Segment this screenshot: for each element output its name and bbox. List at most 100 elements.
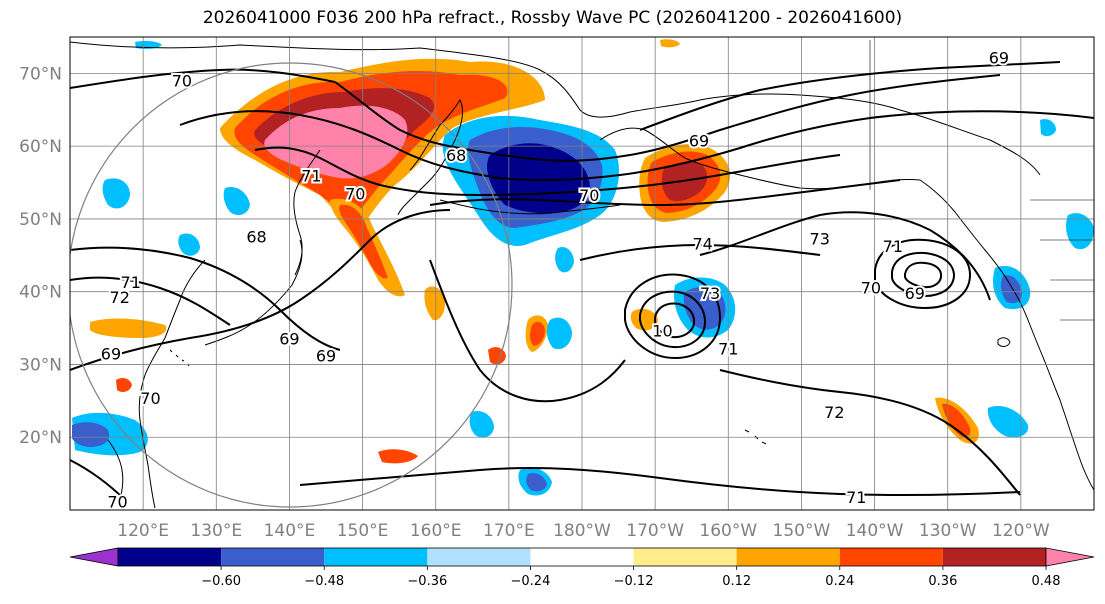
positive-anomaly-southern-tail-core	[339, 204, 388, 279]
contour-label: 73	[700, 284, 720, 303]
lon-label: 140°E	[264, 521, 316, 541]
contour-label: 70	[579, 186, 599, 205]
positive-anomaly-hawaii-south	[378, 449, 418, 464]
contour-label: 72	[110, 288, 130, 307]
colorbar-extend-high	[1045, 547, 1095, 567]
contour-line-north-ridge	[70, 68, 336, 89]
contour-label: 10	[652, 321, 672, 340]
contour-label: 70	[345, 184, 365, 203]
contour-line-trough-japan	[70, 246, 341, 351]
contour-label: 71	[846, 488, 866, 507]
coastline-small-islands	[997, 337, 1011, 347]
negative-anomaly-west-siberia-small	[102, 178, 130, 209]
colorbar-tick-label: −0.60	[201, 574, 241, 589]
lat-label: 40°N	[19, 283, 62, 303]
shading-layer	[72, 39, 1094, 496]
lat-label: 20°N	[19, 428, 62, 448]
lat-label: 60°N	[19, 137, 62, 157]
colorbar: −0.60 −0.48 −0.36 −0.24 −0.12 0.12 0.24 0.36 0.4…	[69, 547, 1095, 589]
colorbar-segment	[221, 548, 325, 566]
lat-label: 50°N	[19, 210, 62, 230]
lon-label: 150°W	[773, 521, 831, 541]
positive-anomaly-pink-kamchatka	[264, 105, 408, 179]
lon-label: 130°W	[919, 521, 977, 541]
contour-line-central-high-ring-3	[654, 302, 696, 339]
contour-line-subtropical	[70, 209, 451, 371]
contour-line-far-south	[299, 467, 1021, 497]
positive-anomaly-arctic-strip	[660, 39, 680, 48]
contour-line-jet-band-1	[179, 110, 1094, 182]
coastline-japan	[204, 239, 303, 346]
negative-anomaly-north-japan-small	[178, 233, 200, 256]
contour-label: 69	[689, 131, 709, 150]
negative-anomaly-central-pacific-small	[546, 317, 572, 350]
colorbar-tick-label: −0.36	[407, 574, 447, 589]
contour-label: 69	[905, 284, 925, 303]
contour-label: 68	[246, 227, 266, 246]
lon-label: 130°E	[190, 521, 242, 541]
lon-label: 160°E	[410, 521, 462, 541]
lon-label: 150°E	[337, 521, 389, 541]
negative-anomaly-south-china-sea-core	[72, 422, 110, 447]
contour-label: 71	[718, 339, 738, 358]
contour-label: 70	[172, 72, 192, 91]
colorbar-tick-label: 0.48	[1032, 574, 1061, 589]
colorbar-segment	[427, 548, 531, 566]
contour-label: 69	[101, 345, 121, 364]
lon-label: 180°W	[553, 521, 611, 541]
lat-label: 30°N	[19, 355, 62, 375]
negative-anomaly-tropical-mid-core	[526, 473, 547, 492]
colorbar-segment	[530, 548, 634, 566]
colorbar-extend-low	[69, 547, 119, 567]
negative-anomaly-bering-north-small	[1040, 119, 1056, 137]
map-frame	[69, 36, 1095, 511]
coastline-korea-china	[138, 259, 206, 509]
contour-label: 69	[316, 347, 336, 366]
contour-line-jet-band-3	[429, 179, 901, 207]
lon-label: 170°W	[626, 521, 684, 541]
contour-line-east-low-ring-3	[904, 261, 943, 289]
contour-line-alaska-north	[639, 61, 1061, 131]
colorbar-segment	[839, 548, 943, 566]
negative-anomaly-mid-pacific-small	[555, 246, 574, 273]
positive-anomaly-subtropical-east-core	[942, 403, 971, 438]
lat-label: 70°N	[19, 64, 62, 84]
great-circle-reference	[70, 62, 513, 508]
contour-label: 70	[107, 492, 127, 511]
contour-line-central-high-ring-1	[624, 273, 722, 360]
positive-anomaly-east-china-band	[90, 318, 167, 338]
contour-line-japan-2	[70, 276, 231, 326]
colorbar-segment	[324, 548, 428, 566]
contour-label: 71	[121, 273, 141, 292]
positive-anomaly-central-pacific-small-core	[529, 321, 545, 346]
positive-anomaly-central-pacific-small-2	[630, 308, 658, 331]
lon-label: 140°W	[846, 521, 904, 541]
colorbar-tick-label: −0.24	[511, 574, 551, 589]
contour-label: 70	[140, 389, 160, 408]
contour-line-central-high-ring-2	[639, 290, 707, 349]
graticule	[70, 37, 1094, 510]
contour-line-east-low-ring-1	[874, 238, 972, 310]
contour-label: 71	[301, 166, 321, 185]
coastline-borders	[869, 40, 1094, 321]
contour-label: 69	[279, 329, 299, 348]
coastline-aleutians	[439, 199, 621, 215]
lon-label: 170°E	[483, 521, 535, 541]
negative-anomaly-western-trop	[469, 410, 494, 438]
colorbar-segment	[942, 548, 1046, 566]
map-title: 2026041000 F036 200 hPa refract., Rossby…	[202, 8, 903, 28]
colorbar-tick-label: −0.12	[614, 574, 654, 589]
contour-label: 73	[810, 230, 830, 249]
contour-label: 74	[693, 235, 713, 254]
positive-anomaly-taiwan-small	[116, 377, 132, 393]
latitude-labels: 70°N 60°N 50°N 40°N 30°N 20°N	[19, 64, 62, 448]
coastline-north-america	[919, 179, 1094, 491]
negative-anomaly-subtropical-east	[987, 405, 1029, 438]
colorbar-segment	[736, 548, 840, 566]
colorbar-segment	[633, 548, 737, 566]
positive-anomaly-japan-small	[424, 286, 446, 321]
contour-line-west-coast	[70, 459, 126, 501]
